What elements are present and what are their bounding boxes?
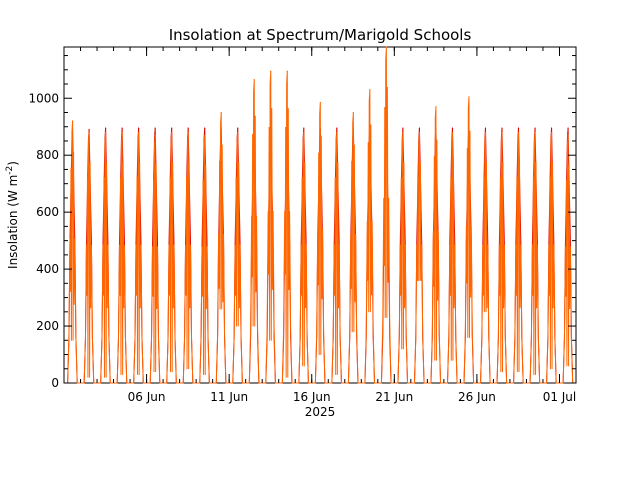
- series-1-daily-peak-point: [418, 127, 421, 129]
- x-tick-label: 26 Jun: [458, 390, 496, 404]
- series-2-daily-peak-point: [220, 111, 222, 114]
- series-2-daily-peak-point: [567, 134, 569, 136]
- series-2-daily-peak-point: [385, 46, 387, 48]
- chart-title: Insolation at Spectrum/Marigold Schools: [169, 26, 472, 44]
- series-2-daily-peak-point: [237, 131, 239, 134]
- series-1-daily-peak-point: [187, 127, 189, 129]
- series-1-daily-peak-point: [138, 127, 140, 129]
- y-tick-label: 0: [51, 376, 59, 390]
- y-tick-label: 400: [36, 262, 59, 276]
- series-2-daily-peak-point: [517, 131, 520, 134]
- series-2-daily-peak-point: [286, 70, 288, 72]
- series-1-daily-peak-point: [336, 127, 338, 129]
- series-2-daily-peak-point: [501, 131, 503, 134]
- x-tick-label: 16 Jun: [293, 390, 331, 404]
- series-2-daily-peak-point: [154, 134, 156, 136]
- series-1-daily-peak-point: [550, 127, 553, 129]
- series-1-daily-peak-point: [484, 127, 487, 129]
- x-tick-label: 11 Jun: [210, 390, 248, 404]
- series-2-daily-peak-point: [303, 131, 305, 134]
- series-2-daily-peak-point: [270, 70, 272, 72]
- series-1-daily-peak-point: [303, 127, 305, 129]
- y-tick-label: 1000: [28, 91, 59, 105]
- series-2-daily-peak-point: [369, 89, 371, 91]
- series-1-daily-peak-point: [105, 127, 107, 129]
- series-1-daily-peak-point: [88, 128, 90, 131]
- plot-frame: [63, 46, 577, 384]
- series-2-daily-peak-point: [71, 120, 74, 122]
- series-1-daily-peak-point: [121, 127, 123, 129]
- series-2-daily-peak-point: [418, 131, 421, 134]
- series-2-daily-peak-point: [435, 106, 437, 108]
- series-2-daily-peak-point: [402, 131, 404, 134]
- series-2-daily-peak-point: [468, 96, 470, 98]
- series-2-daily-peak-point: [171, 131, 173, 134]
- series-1-daily-peak-point: [534, 127, 536, 129]
- x-tick-label: 06 Jun: [128, 390, 166, 404]
- series-2-daily-peak-point: [121, 131, 123, 134]
- x-tick-label: 21 Jun: [375, 390, 413, 404]
- y-tick-label: 200: [36, 319, 59, 333]
- series-2-daily-peak-point: [105, 131, 107, 134]
- series-2-daily-peak-point: [204, 134, 206, 136]
- series-1-daily-peak-point: [402, 127, 404, 129]
- series-2-daily-peak-point: [187, 131, 189, 134]
- x-axis: 06 Jun 11 Jun 16 Jun 21 Jun 26 Jun 01 Jul: [63, 47, 577, 404]
- series-line-2: [64, 46, 574, 384]
- series-2-daily-peak-point: [451, 131, 454, 134]
- series-1-daily-peak-point: [501, 127, 503, 129]
- series-2-daily-peak-point: [534, 131, 536, 134]
- series-2-daily-peak-point: [319, 101, 321, 104]
- y-tick-label: 600: [36, 205, 59, 219]
- series-2-daily-peak-point: [336, 131, 338, 134]
- series-1-daily-peak-point: [451, 127, 454, 129]
- series-1-daily-peak-point: [237, 127, 239, 129]
- series-1-daily-peak-point: [204, 127, 206, 129]
- y-axis-label: Insolation (W m-2): [5, 161, 20, 269]
- series-1-daily-peak-point: [171, 127, 173, 129]
- series-1-daily-peak-point: [517, 127, 520, 129]
- series-1-daily-peak-point: [567, 127, 569, 129]
- series-layer: [64, 46, 574, 384]
- series-2-daily-peak-point: [253, 79, 255, 81]
- series-2-daily-peak-point: [352, 111, 354, 114]
- series-2-daily-peak-point: [138, 131, 140, 134]
- x-axis-label: 2025: [305, 405, 336, 419]
- series-2-daily-peak-point: [88, 131, 90, 134]
- series-2-daily-peak-point: [550, 131, 553, 134]
- series-1-daily-peak-point: [154, 127, 156, 129]
- series-2-daily-peak-point: [484, 131, 487, 134]
- y-axis: 0 200 400 600 800 1000: [28, 55, 576, 390]
- y-tick-label: 800: [36, 148, 59, 162]
- x-tick-label: 01 Jul: [543, 390, 577, 404]
